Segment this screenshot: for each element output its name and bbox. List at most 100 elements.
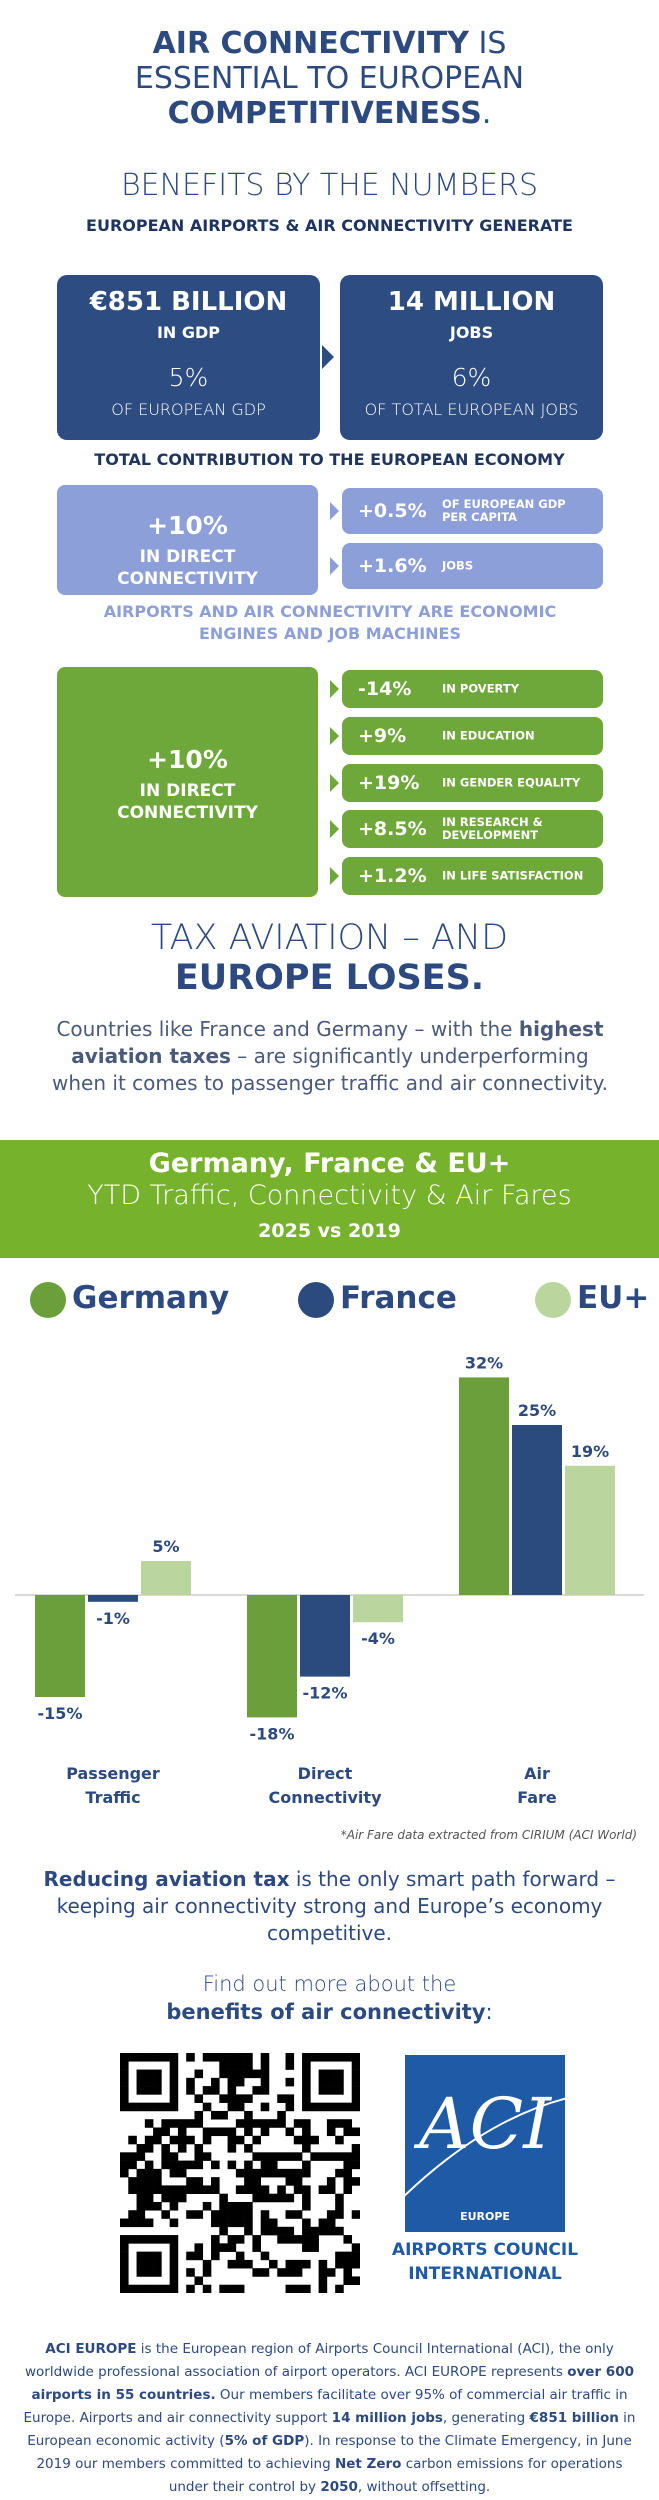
qr-module <box>186 2119 195 2128</box>
qr-module <box>343 2127 353 2137</box>
qr-module <box>343 2185 353 2194</box>
qr-module <box>235 2218 245 2228</box>
qr-module <box>211 2251 220 2261</box>
qr-module <box>194 2243 204 2252</box>
qr-module <box>136 2268 146 2277</box>
qr-module <box>161 2144 170 2153</box>
qr-module <box>144 2160 154 2170</box>
qr-module <box>227 2243 237 2252</box>
stat-share-label: OF EUROPEAN GDP <box>111 400 266 419</box>
qr-module <box>235 2135 245 2145</box>
qr-module <box>144 2251 154 2261</box>
qr-module <box>227 2127 237 2137</box>
text-run: 14 million jobs <box>331 2410 443 2426</box>
logo-name: INTERNATIONAL <box>408 2264 562 2284</box>
text-run: in European economic activity ( <box>27 2410 636 2449</box>
qr-module <box>227 2061 237 2070</box>
qr-module <box>211 2127 220 2137</box>
qr-module <box>211 2177 220 2186</box>
qr-module <box>318 2276 328 2286</box>
qr-module <box>120 2243 129 2252</box>
qr-module <box>177 2144 187 2153</box>
qr-module <box>260 2102 270 2112</box>
driver-box: +10% IN DIRECT CONNECTIVITY <box>57 667 318 897</box>
legend-swatch <box>298 1282 334 1318</box>
qr-module <box>277 2168 286 2178</box>
arrow <box>330 820 339 839</box>
qr-module <box>244 2226 253 2236</box>
qr-module <box>260 2210 270 2219</box>
qr-module <box>235 2094 245 2103</box>
qr-module <box>186 2160 195 2170</box>
qr-module <box>235 2077 245 2087</box>
qr-module <box>318 2185 328 2194</box>
qr-module <box>326 2185 336 2194</box>
qr-module <box>194 2251 204 2261</box>
qr-module <box>293 2235 303 2244</box>
qr-module <box>144 2177 154 2186</box>
qr-module <box>351 2069 360 2079</box>
qr-module <box>285 2259 295 2269</box>
bar <box>353 1595 403 1623</box>
effect-label: IN GENDER EQUALITY <box>442 775 581 789</box>
qr-module <box>144 2201 154 2211</box>
qr-module <box>128 2102 137 2112</box>
qr-module <box>293 2177 303 2186</box>
qr-module <box>194 2177 204 2186</box>
qr-module <box>326 2218 336 2228</box>
qr-module <box>161 2152 170 2161</box>
text-run: ESSENTIAL TO EUROPEAN <box>134 61 525 96</box>
qr-module <box>318 2268 328 2277</box>
more-link: benefits of air connectivity: <box>0 2000 659 2024</box>
qr-module <box>235 2069 245 2079</box>
qr-module <box>318 2152 328 2161</box>
bar <box>247 1595 297 1718</box>
effect-label: IN POVERTY <box>442 681 520 696</box>
qr-module <box>244 2144 253 2153</box>
qr-module <box>235 2210 245 2219</box>
qr-module <box>343 2168 353 2178</box>
qr-module <box>260 2152 270 2161</box>
qr-module <box>260 2268 270 2277</box>
qr-module <box>120 2102 129 2112</box>
qr-module <box>136 2144 146 2153</box>
qr-module <box>153 2284 162 2293</box>
chart-note: *Air Fare data extracted from CIRIUM (AC… <box>340 1828 637 1842</box>
qr-module <box>252 2235 261 2244</box>
effect-pill: +9% IN EDUCATION <box>342 716 603 755</box>
qr-module <box>244 2160 253 2170</box>
qr-module <box>202 2135 212 2145</box>
qr-module <box>318 2053 328 2062</box>
qr-module <box>302 2061 311 2070</box>
effect-value: +9% <box>358 724 407 747</box>
x-tick-label: Passenger Traffic <box>66 1764 160 1807</box>
legend-label: France <box>340 1280 457 1316</box>
qr-module <box>202 2268 212 2277</box>
stat-unit: JOBS <box>449 323 494 342</box>
qr-module <box>136 2201 146 2211</box>
text-run: ). In response to the Climate Emergency,… <box>36 2433 632 2472</box>
qr-module <box>153 2251 162 2261</box>
qr-module <box>169 2168 179 2178</box>
qr-module <box>335 2069 344 2079</box>
qr-module <box>335 2086 344 2095</box>
qr-module <box>268 2160 278 2170</box>
effect-value: +1.6% <box>358 555 427 577</box>
qr-module <box>194 2094 204 2103</box>
qr-module <box>343 2102 353 2112</box>
qr-module <box>318 2259 328 2269</box>
qr-module <box>128 2152 137 2161</box>
qr-module <box>277 2268 286 2277</box>
text-run: , generating <box>442 2410 530 2426</box>
qr-module <box>177 2168 187 2178</box>
arrow <box>330 726 339 745</box>
qr-module <box>211 2077 220 2087</box>
qr-module <box>235 2168 245 2178</box>
value-label: 19% <box>571 1442 609 1461</box>
qr-module <box>211 2210 220 2219</box>
qr-module <box>302 2053 311 2062</box>
qr-module <box>235 2053 245 2062</box>
qr-module <box>194 2069 204 2079</box>
qr-module <box>144 2077 154 2087</box>
qr-module <box>211 2053 220 2062</box>
